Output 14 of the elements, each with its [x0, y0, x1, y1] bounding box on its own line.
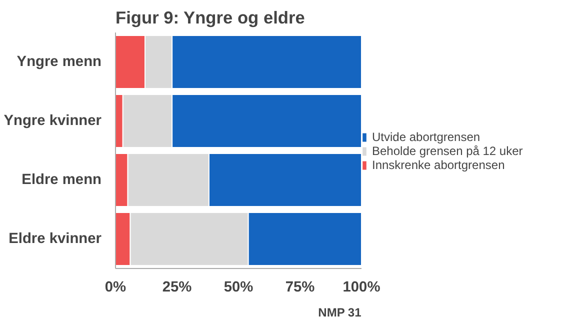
x-tick-label: 50%: [224, 280, 254, 296]
legend-label: Innskrenke abortgrensen: [372, 158, 505, 172]
y-tick-label: Eldre menn: [22, 172, 102, 188]
x-tick-label: 100%: [342, 280, 380, 296]
y-tick-label: Yngre menn: [16, 54, 102, 70]
x-tick-label: 75%: [285, 280, 315, 296]
y-tick-label: Yngre kvinner: [4, 113, 102, 129]
x-tick-label: 0%: [104, 280, 126, 296]
x-tick-label: 25%: [162, 280, 192, 296]
legend-label: Utvide abortgrensen: [372, 130, 480, 144]
y-tick-label: Eldre kvinner: [8, 231, 102, 247]
legend-label: Beholde grensen på 12 uker: [372, 144, 523, 158]
chart-title: Figur 9: Yngre og eldre: [116, 8, 306, 28]
text: NMP 31: [318, 306, 362, 320]
